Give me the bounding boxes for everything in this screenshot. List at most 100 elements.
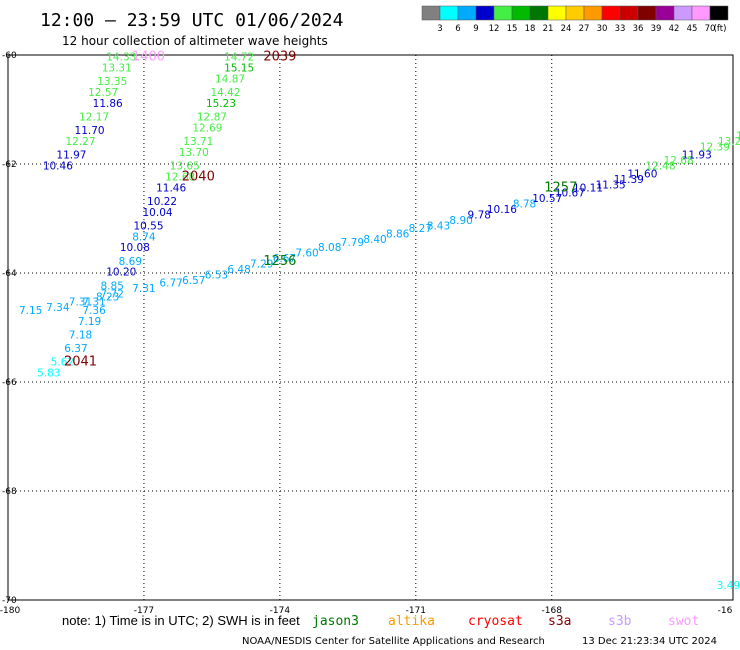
legend-swatch [475, 5, 495, 21]
legend-swatch [547, 5, 567, 21]
satellite-name: altika [388, 614, 435, 629]
wave-height-label: 11.93 [682, 150, 712, 162]
legend-label: 18 [525, 24, 536, 34]
wave-height-label: 8.85 [101, 280, 124, 292]
satellite-name: jason3 [312, 614, 359, 629]
legend-label: (ft) [714, 24, 727, 34]
pass-time-label: 1400 [132, 49, 165, 64]
y-tick-label: -62 [2, 160, 17, 170]
x-tick-label: -180 [0, 606, 20, 616]
legend-swatch [601, 5, 621, 21]
legend-swatch [439, 5, 459, 21]
wave-height-label: 7.34 [46, 302, 70, 314]
wave-height-label: 13.70 [179, 147, 209, 159]
wave-height-label: 10.22 [147, 196, 177, 208]
grid-lines [8, 55, 733, 600]
legend-label: 39 [651, 24, 662, 34]
wave-height-label: 10.57 [532, 193, 562, 205]
legend-swatch [565, 5, 585, 21]
legend-swatch [457, 5, 477, 21]
wave-height-label: 12.17 [79, 111, 109, 123]
x-tick-label: -16 [718, 606, 733, 616]
pass-time-label: 1257 [544, 180, 577, 195]
wave-height-label: 7.72 [101, 289, 124, 301]
wave-height-label: 9.78 [468, 210, 491, 222]
wave-height-label: 12.68 [165, 171, 195, 183]
legend-swatch [529, 5, 549, 21]
wave-height-label: 13.65 [170, 160, 200, 172]
plot-border [7, 54, 734, 601]
wave-height-label: 14.87 [215, 73, 245, 85]
wave-height-label: 7.31 [69, 297, 92, 309]
footer-timestamp: 13 Dec 21:23:34 UTC 2024 [582, 636, 717, 647]
wave-height-label: 7.15 [19, 305, 42, 317]
wave-height-label: 14.72 [224, 51, 254, 63]
y-tick-label: -68 [2, 487, 17, 497]
wave-height-label: 15.23 [206, 98, 236, 110]
satellite-name: s3a [548, 614, 571, 629]
page-title: 12:00 — 23:59 UTC 01/06/2024 [40, 10, 343, 31]
wave-height-label: 12.87 [197, 111, 227, 123]
wave-height-label: 13.26 [736, 130, 740, 142]
color-legend: 3 6 9 12 15 18 21 24 27 30 33 36 39 42 45 70(ft) [421, 5, 729, 34]
wave-height-label: 8.90 [449, 215, 472, 227]
wave-height-label: 11.70 [75, 125, 105, 137]
wave-height-label: 8.40 [363, 234, 386, 246]
wave-height-label: 8.23 [96, 291, 119, 303]
wave-height-label: 7.36 [82, 305, 106, 317]
legend-swatch [691, 5, 711, 21]
wave-height-label: 8.08 [318, 242, 341, 254]
wave-height-label: 10.67 [555, 188, 585, 200]
wave-height-label: 7.31 [82, 297, 105, 309]
wave-height-label: 8.43 [427, 220, 450, 232]
footer-credit: NOAA/NESDIS Center for Satellite Applica… [242, 636, 545, 647]
wave-height-label: 14.33 [106, 51, 136, 63]
plot-frame [7, 54, 734, 601]
time-labels: 1400 2039 2040 1256 1257 2041 [64, 49, 577, 369]
legend-label: 24 [561, 24, 572, 34]
pass-time-label: 2040 [182, 169, 215, 184]
wave-height-label: 12.39 [700, 141, 730, 153]
legend-label: 36 [633, 24, 644, 34]
x-tick-label: -177 [134, 606, 154, 616]
legend-label: 70 [705, 24, 716, 34]
wave-height-label: 13.31 [102, 62, 132, 74]
legend-label: 42 [669, 24, 680, 34]
wave-height-label: 10.08 [120, 242, 150, 254]
wave-height-label: 6.37 [64, 343, 87, 355]
wave-height-label: 6.53 [205, 269, 228, 281]
footer-note: note: 1) Time is in UTC; 2) SWH is in fe… [62, 613, 300, 628]
wave-height-label: 11.60 [627, 169, 657, 181]
x-tick-label: -168 [542, 606, 563, 616]
wave-height-label: 7.29 [250, 259, 273, 271]
wave-height-label: 7.19 [78, 316, 101, 328]
y-tick-label: -60 [2, 51, 17, 61]
wave-height-label: 12.27 [65, 136, 95, 148]
wave-height-label: 10.16 [487, 204, 517, 216]
legend-swatch [511, 5, 531, 21]
wave-height-label: 5.83 [37, 368, 60, 380]
legend-swatch [637, 5, 657, 21]
legend-label: 6 [455, 24, 460, 34]
legend-label: 21 [543, 24, 554, 34]
wave-height-label: 8.78 [513, 199, 536, 211]
wave-height-label: 6.48 [227, 264, 250, 276]
satellite-legend: jason3 altika cryosat s3a s3b swot [312, 614, 699, 629]
legend-label: 9 [473, 24, 478, 34]
pass-time-label: 2039 [263, 49, 296, 64]
y-tick-label: -66 [2, 378, 17, 388]
pass-time-label: 2041 [64, 355, 97, 370]
pass-time-label: 1256 [263, 254, 296, 269]
legend-label: 27 [579, 24, 590, 34]
wave-height-label: 12.68 [664, 155, 694, 167]
x-tick-label: -171 [406, 606, 426, 616]
legend-swatch [709, 5, 729, 21]
x-tick-label: -174 [270, 606, 291, 616]
wave-height-label: 10.20 [106, 267, 136, 279]
wave-height-label: 12.69 [192, 122, 222, 134]
legend-label: 12 [489, 24, 500, 34]
legend-label: 33 [615, 24, 626, 34]
y-tick-labels: -60 -62 -64 -66 -68 -70 [2, 51, 17, 606]
